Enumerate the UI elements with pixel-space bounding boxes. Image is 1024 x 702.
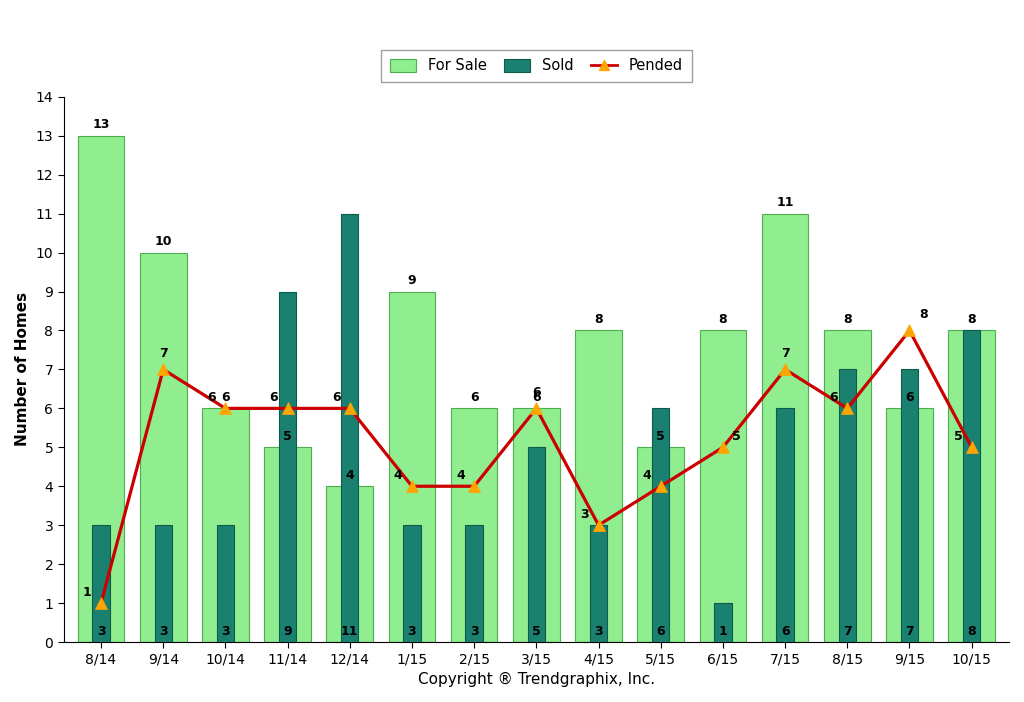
Bar xyxy=(92,525,110,642)
Pended xyxy=(717,443,729,451)
Text: 3: 3 xyxy=(594,625,603,638)
Text: 4: 4 xyxy=(394,470,402,482)
Text: 8: 8 xyxy=(594,313,603,326)
Text: 6: 6 xyxy=(470,391,478,404)
Text: 6: 6 xyxy=(532,391,541,404)
Text: 8: 8 xyxy=(919,307,928,321)
Bar xyxy=(155,525,172,642)
Pended xyxy=(406,482,418,491)
Text: 7: 7 xyxy=(780,347,790,359)
Bar xyxy=(714,603,731,642)
Bar xyxy=(776,409,794,642)
Text: 1: 1 xyxy=(83,586,92,600)
Bar xyxy=(78,135,124,642)
Line: Pended: Pended xyxy=(95,324,978,609)
Text: 1: 1 xyxy=(719,625,727,638)
Bar xyxy=(451,409,498,642)
Y-axis label: Number of Homes: Number of Homes xyxy=(15,292,30,446)
Bar xyxy=(327,486,373,642)
Text: 6: 6 xyxy=(829,392,838,404)
Bar xyxy=(652,409,670,642)
Bar xyxy=(140,253,186,642)
Text: 10: 10 xyxy=(155,235,172,248)
Bar xyxy=(389,291,435,642)
Text: 5: 5 xyxy=(284,430,292,443)
Text: 13: 13 xyxy=(92,118,110,131)
Text: 6: 6 xyxy=(269,392,279,404)
Text: 8: 8 xyxy=(968,625,976,638)
Pended xyxy=(966,443,978,451)
Bar xyxy=(699,331,746,642)
Text: 3: 3 xyxy=(470,625,478,638)
Pended xyxy=(903,326,915,335)
Pended xyxy=(468,482,480,491)
Bar xyxy=(466,525,483,642)
Text: 3: 3 xyxy=(581,508,589,522)
Pended xyxy=(344,404,356,413)
Text: 3: 3 xyxy=(221,625,229,638)
Bar xyxy=(575,331,622,642)
Text: 3: 3 xyxy=(96,625,105,638)
Bar xyxy=(901,369,919,642)
Bar xyxy=(217,525,234,642)
X-axis label: Copyright ® Trendgraphix, Inc.: Copyright ® Trendgraphix, Inc. xyxy=(418,672,655,687)
Pended xyxy=(157,365,169,373)
Pended xyxy=(219,404,231,413)
Pended xyxy=(95,599,108,607)
Bar xyxy=(637,447,684,642)
Text: 4: 4 xyxy=(345,468,354,482)
Bar xyxy=(403,525,421,642)
Bar xyxy=(948,331,995,642)
Text: 3: 3 xyxy=(159,625,168,638)
Pended xyxy=(779,365,792,373)
Bar xyxy=(886,409,933,642)
Text: 4: 4 xyxy=(456,470,465,482)
Text: 7: 7 xyxy=(843,625,852,638)
Text: 7: 7 xyxy=(905,625,913,638)
Text: 6: 6 xyxy=(781,625,790,638)
Text: 5: 5 xyxy=(532,625,541,638)
Pended xyxy=(841,404,853,413)
Text: 6: 6 xyxy=(532,385,541,399)
Pended xyxy=(530,404,543,413)
Bar xyxy=(513,409,560,642)
Text: 11: 11 xyxy=(776,196,794,209)
Pended xyxy=(282,404,294,413)
Bar xyxy=(341,213,358,642)
Text: 4: 4 xyxy=(643,470,651,482)
Text: 6: 6 xyxy=(905,391,913,404)
Legend: For Sale, Sold, Pended: For Sale, Sold, Pended xyxy=(381,50,692,82)
Text: 6: 6 xyxy=(332,392,340,404)
Bar xyxy=(527,447,545,642)
Text: 9: 9 xyxy=(408,274,417,287)
Text: 6: 6 xyxy=(221,391,229,404)
Text: 7: 7 xyxy=(159,347,168,359)
Text: 5: 5 xyxy=(656,430,666,443)
Bar xyxy=(202,409,249,642)
Text: 6: 6 xyxy=(656,625,665,638)
Bar xyxy=(279,291,296,642)
Bar xyxy=(963,331,980,642)
Text: 5: 5 xyxy=(953,430,963,444)
Bar xyxy=(839,369,856,642)
Text: 5: 5 xyxy=(732,430,741,444)
Bar xyxy=(590,525,607,642)
Text: 11: 11 xyxy=(341,625,358,638)
Bar xyxy=(824,331,870,642)
Pended xyxy=(654,482,667,491)
Text: 9: 9 xyxy=(284,625,292,638)
Text: 8: 8 xyxy=(719,313,727,326)
Bar xyxy=(762,213,808,642)
Text: 8: 8 xyxy=(968,313,976,326)
Text: 8: 8 xyxy=(843,313,852,326)
Text: 3: 3 xyxy=(408,625,417,638)
Text: 6: 6 xyxy=(208,392,216,404)
Bar xyxy=(264,447,311,642)
Pended xyxy=(593,521,605,529)
